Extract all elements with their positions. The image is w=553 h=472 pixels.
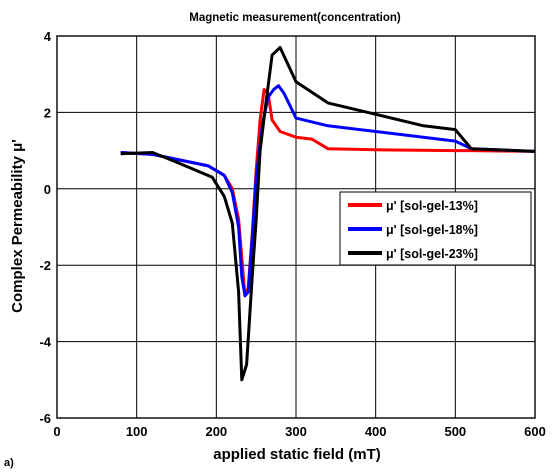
legend-label-18: μ' [sol-gel-18%] bbox=[386, 223, 478, 237]
x-tick-label: 200 bbox=[205, 424, 227, 439]
y-axis-label: Complex Permeability μ' bbox=[9, 139, 26, 313]
legend-label-23: μ' [sol-gel-23%] bbox=[386, 247, 478, 261]
plot-area-frame bbox=[56, 35, 536, 419]
x-axis-label: applied static field (mT) bbox=[213, 446, 381, 463]
y-tick-label: -2 bbox=[39, 258, 51, 273]
x-tick-label: 100 bbox=[126, 424, 148, 439]
y-tick-label: 0 bbox=[44, 182, 51, 197]
y-tick-label: 4 bbox=[44, 29, 52, 44]
y-tick-label: 2 bbox=[44, 105, 51, 120]
x-tick-label: 500 bbox=[444, 424, 466, 439]
x-tick-label: 600 bbox=[524, 424, 546, 439]
panel-label: a) bbox=[4, 457, 14, 469]
x-tick-label: 0 bbox=[53, 424, 60, 439]
series-line-2 bbox=[120, 46, 536, 382]
x-tick-label: 300 bbox=[285, 424, 307, 439]
y-tick-label: -4 bbox=[39, 335, 51, 350]
chart-title: Magnetic measurement(concentration) bbox=[189, 12, 401, 24]
x-axis-ticks: 0 100 200 300 400 500 600 bbox=[53, 424, 545, 439]
y-axis-ticks: -6 -4 -2 0 2 4 bbox=[39, 29, 51, 426]
legend-label-13: μ' [sol-gel-13%] bbox=[386, 199, 478, 213]
x-tick-label: 400 bbox=[365, 424, 387, 439]
plot-lines bbox=[120, 46, 536, 382]
y-tick-label: -6 bbox=[39, 411, 51, 426]
legend: μ' [sol-gel-13%] μ' [sol-gel-18%] μ' [so… bbox=[339, 191, 532, 266]
